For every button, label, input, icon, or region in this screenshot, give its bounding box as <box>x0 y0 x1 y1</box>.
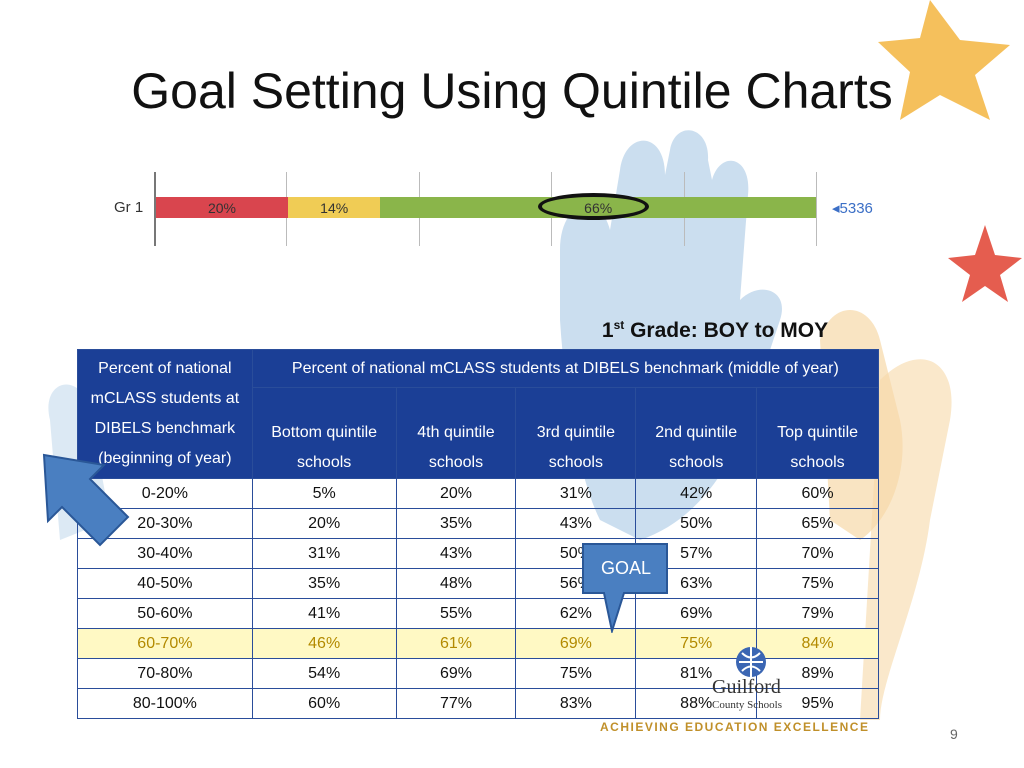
table-row-highlighted: 60-70% 46% 61% 69% 75% 84% <box>77 628 879 659</box>
table-cell: 69% <box>515 628 637 659</box>
pointer-arrow-icon <box>42 453 130 547</box>
table-cell: 35% <box>251 568 397 599</box>
table-cell: 75% <box>635 628 758 659</box>
table-cell: 75% <box>515 658 637 689</box>
goal-callout-label: GOAL <box>601 558 651 578</box>
table-cell: 31% <box>251 538 397 569</box>
bar-segment-red: 20% <box>156 197 288 218</box>
bar-row-label: Gr 1 <box>114 199 144 216</box>
logo-tagline: ACHIEVING EDUCATION EXCELLENCE <box>600 720 870 734</box>
table-cell: 55% <box>395 598 517 629</box>
subtitle-rest: Grade: BOY to MOY <box>624 319 829 342</box>
column-header: Bottom quintile schools <box>251 387 397 479</box>
table-cell: 43% <box>395 538 517 569</box>
star-decoration <box>948 225 1022 302</box>
table-cell: 60% <box>251 688 397 719</box>
table-cell: 48% <box>395 568 517 599</box>
table-cell: 83% <box>515 688 637 719</box>
stacked-bar: 20% 14% 66% <box>156 197 816 218</box>
table-cell: 70-80% <box>77 658 253 689</box>
group-header: Percent of national mCLASS students at D… <box>251 349 880 388</box>
table-cell: 69% <box>635 598 758 629</box>
table-row: 20-30% 20% 35% 43% 50% 65% <box>77 508 879 539</box>
table-row: 50-60% 41% 55% 62% 69% 79% <box>77 598 879 629</box>
table-cell: 77% <box>395 688 517 719</box>
table-cell: 50-60% <box>77 598 253 629</box>
table-row: 30-40% 31% 43% 50% 57% 70% <box>77 538 879 569</box>
table-cell: 84% <box>756 628 879 659</box>
table-cell: 70% <box>756 538 879 569</box>
table-row: 0-20% 5% 20% 31% 42% 60% <box>77 478 879 509</box>
globe-logo-icon <box>736 647 766 677</box>
table-cell: 61% <box>395 628 517 659</box>
table-cell: 31% <box>515 478 637 509</box>
column-header: Top quintile schools <box>756 387 879 479</box>
district-logo: Guilford County Schools <box>712 676 782 714</box>
table-cell: 43% <box>515 508 637 539</box>
column-header: 2nd quintile schools <box>635 387 758 479</box>
table-cell: 79% <box>756 598 879 629</box>
column-header: 3rd quintile schools <box>515 387 637 479</box>
table-cell: 40-50% <box>77 568 253 599</box>
table-cell: 80-100% <box>77 688 253 719</box>
logo-name: Guilford <box>712 676 781 698</box>
table-cell: 46% <box>251 628 397 659</box>
quintile-bar-chart: Gr 1 20% 14% 66% ◂5336 <box>110 172 910 246</box>
table-row: 80-100% 60% 77% 83% 88% 95% <box>77 688 879 719</box>
goal-callout: GOAL <box>582 543 668 633</box>
student-count-label: ◂5336 <box>832 200 873 217</box>
table-cell: 95% <box>756 688 879 719</box>
table-cell: 65% <box>756 508 879 539</box>
star-decoration <box>878 0 1010 120</box>
table-cell: 41% <box>251 598 397 629</box>
table-cell: 69% <box>395 658 517 689</box>
table-cell: 5% <box>251 478 397 509</box>
table-subtitle: 1st Grade: BOY to MOY <box>560 318 870 343</box>
highlight-oval <box>538 193 649 220</box>
table-cell: 54% <box>251 658 397 689</box>
table-cell: 50% <box>635 508 758 539</box>
page-number: 9 <box>950 726 958 742</box>
bar-segment-yellow: 14% <box>288 197 381 218</box>
column-header: 4th quintile schools <box>395 387 517 479</box>
table-row: 40-50% 35% 48% 56% 63% 75% <box>77 568 879 599</box>
table-cell: 20% <box>251 508 397 539</box>
corner-header: Percent of national mCLASS students at D… <box>77 349 253 479</box>
table-cell: 20% <box>395 478 517 509</box>
table-cell: 42% <box>635 478 758 509</box>
subtitle-ordinal: 1 <box>601 319 614 342</box>
table-cell: 35% <box>395 508 517 539</box>
hand-decoration <box>860 359 952 720</box>
slide-title: Goal Setting Using Quintile Charts <box>131 63 893 119</box>
bar-axis <box>154 172 156 246</box>
subtitle-ordinal-suffix: st <box>613 318 625 332</box>
table-cell: 60-70% <box>77 628 253 659</box>
quintile-table: Percent of national mCLASS students at D… <box>77 349 880 719</box>
table-cell: 75% <box>756 568 879 599</box>
table-cell: 60% <box>756 478 879 509</box>
logo-subname: County Schools <box>712 699 782 711</box>
table-cell: 89% <box>756 658 879 689</box>
grid-line <box>816 172 817 246</box>
table-cell: 88% <box>635 688 758 719</box>
